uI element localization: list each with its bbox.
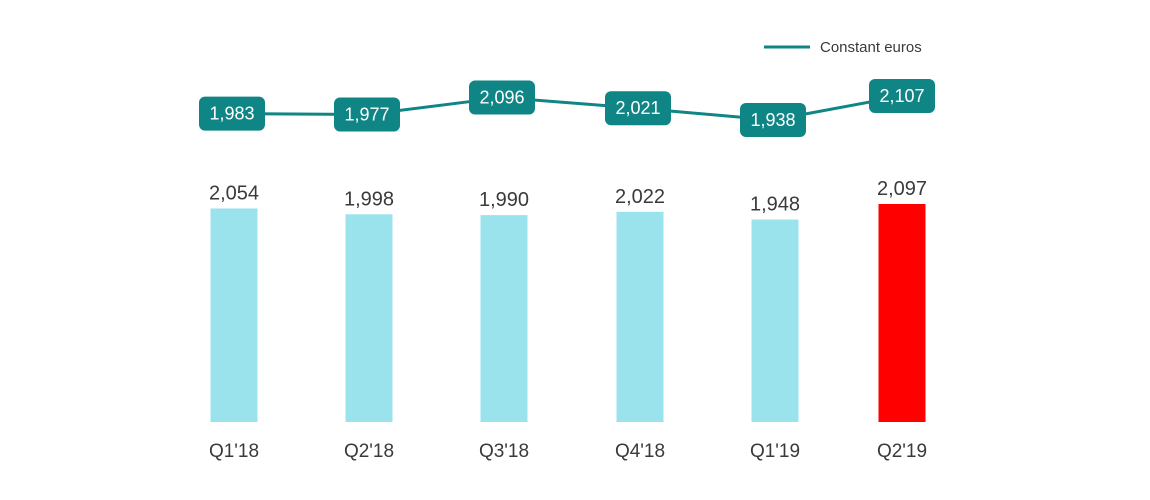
line-point-label: 1,977 [334,97,400,132]
line-label-box [199,96,265,131]
line-label-box [740,103,806,137]
bar-q418 [616,211,664,422]
x-tick-label: Q1'18 [209,441,259,462]
bar-value-label: 1,990 [479,189,529,211]
line-value-label: 1,977 [344,104,389,124]
line-value-label: 2,096 [479,88,524,108]
line-point-label: 2,096 [469,80,535,115]
line-point-label: 1,983 [199,96,265,131]
bar-q318 [480,215,528,422]
bar-value-label: 2,022 [615,186,665,208]
x-tick-label: Q3'18 [479,441,529,462]
line-point-label: 1,938 [740,103,806,137]
bar-q118 [210,208,258,422]
x-tick-label: Q2'18 [344,441,394,462]
line-point-label: 2,107 [869,79,935,113]
legend: Constant euros [764,39,922,56]
line-value-label: 1,938 [750,110,795,130]
bar-value-labels: 2,054 1,998 1,990 2,022 1,948 2,097 [209,178,927,215]
bar-value-label: 1,998 [344,188,394,210]
bar-value-label: 1,948 [750,193,800,215]
line-value-label: 2,107 [879,86,924,106]
bars-group [210,204,926,422]
line-value-label: 1,983 [209,104,254,124]
line-label-box [869,79,935,113]
line-value-label: 2,021 [615,98,660,118]
bar-q218 [345,214,393,422]
bar-q219 [878,204,926,422]
line-label-box [605,91,671,126]
x-tick-label: Q2'19 [877,441,927,462]
constant-euros-value-labels: 1,983 1,977 2,096 2,021 1,938 2,107 [199,79,935,137]
x-tick-label: Q4'18 [615,441,665,462]
bar-value-label: 2,097 [877,178,927,200]
line-label-box [469,80,535,115]
x-tick-label: Q1'19 [750,441,800,462]
legend-label-constant-euros: Constant euros [820,39,922,56]
line-label-box [334,97,400,132]
line-point-label: 2,021 [605,91,671,126]
bar-q119 [751,219,799,422]
x-axis-tick-labels: Q1'18 Q2'18 Q3'18 Q4'18 Q1'19 Q2'19 [209,441,927,462]
bar-value-label: 2,054 [209,182,259,204]
